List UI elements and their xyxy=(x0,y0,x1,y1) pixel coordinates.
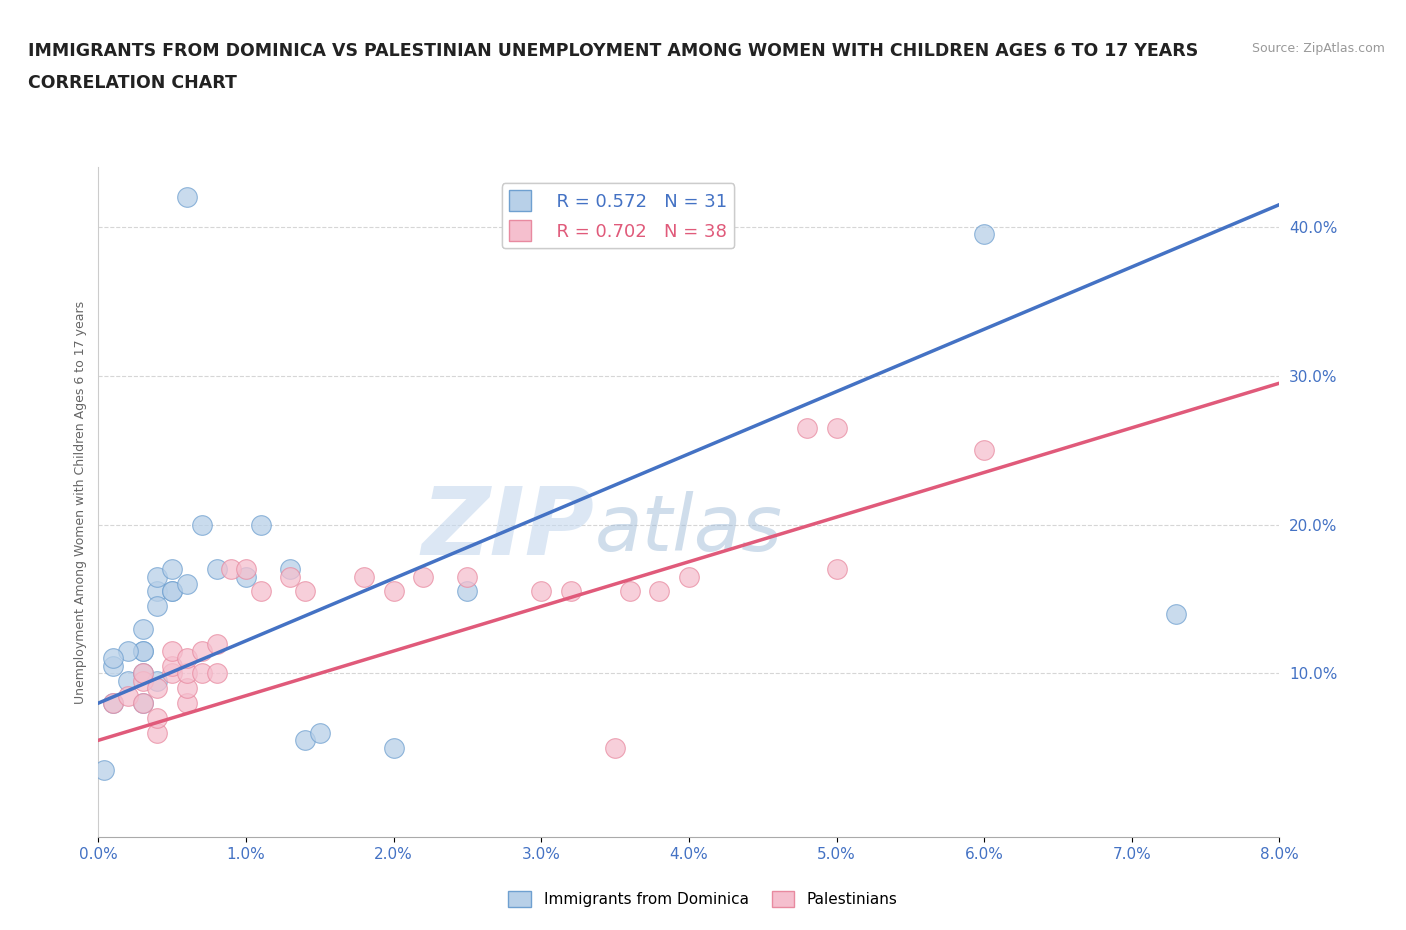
Point xyxy=(825,562,848,577)
Point xyxy=(146,569,169,584)
Point xyxy=(176,696,198,711)
Point xyxy=(294,733,316,748)
Point xyxy=(605,740,627,755)
Point xyxy=(382,584,405,599)
Point xyxy=(235,562,257,577)
Point xyxy=(1164,606,1187,621)
Point xyxy=(132,644,155,658)
Point xyxy=(132,666,155,681)
Point xyxy=(132,666,155,681)
Point xyxy=(146,584,169,599)
Point xyxy=(250,517,273,532)
Point xyxy=(250,584,273,599)
Point xyxy=(294,584,316,599)
Point xyxy=(162,584,183,599)
Point xyxy=(162,666,183,681)
Point xyxy=(412,569,434,584)
Point xyxy=(117,688,139,703)
Point xyxy=(132,696,155,711)
Point xyxy=(93,763,115,777)
Text: ZIP: ZIP xyxy=(422,483,595,575)
Point xyxy=(219,562,242,577)
Legend:   R = 0.572   N = 31,   R = 0.702   N = 38: R = 0.572 N = 31, R = 0.702 N = 38 xyxy=(502,183,734,248)
Point xyxy=(205,562,228,577)
Point xyxy=(132,696,155,711)
Point xyxy=(235,569,257,584)
Text: Source: ZipAtlas.com: Source: ZipAtlas.com xyxy=(1251,42,1385,55)
Point xyxy=(678,569,700,584)
Point xyxy=(382,740,405,755)
Point xyxy=(176,666,198,681)
Point xyxy=(176,577,198,591)
Point xyxy=(103,658,124,673)
Point xyxy=(205,666,228,681)
Point xyxy=(973,227,995,242)
Point xyxy=(648,584,671,599)
Point xyxy=(162,584,183,599)
Point xyxy=(456,569,478,584)
Point xyxy=(278,569,301,584)
Point xyxy=(146,599,169,614)
Point xyxy=(205,636,228,651)
Point xyxy=(162,658,183,673)
Point xyxy=(146,711,169,725)
Point xyxy=(560,584,582,599)
Y-axis label: Unemployment Among Women with Children Ages 6 to 17 years: Unemployment Among Women with Children A… xyxy=(75,300,87,704)
Point xyxy=(162,562,183,577)
Point xyxy=(191,644,214,658)
Point xyxy=(103,651,124,666)
Point xyxy=(103,696,124,711)
Point xyxy=(103,696,124,711)
Point xyxy=(191,517,214,532)
Point xyxy=(162,644,183,658)
Point xyxy=(146,725,169,740)
Point xyxy=(132,673,155,688)
Point xyxy=(278,562,301,577)
Point xyxy=(353,569,375,584)
Point xyxy=(132,621,155,636)
Point xyxy=(191,666,214,681)
Point xyxy=(117,644,139,658)
Point xyxy=(825,420,848,435)
Point xyxy=(176,651,198,666)
Point xyxy=(132,644,155,658)
Point xyxy=(176,190,198,205)
Point xyxy=(146,681,169,696)
Point xyxy=(117,673,139,688)
Text: IMMIGRANTS FROM DOMINICA VS PALESTINIAN UNEMPLOYMENT AMONG WOMEN WITH CHILDREN A: IMMIGRANTS FROM DOMINICA VS PALESTINIAN … xyxy=(28,42,1198,60)
Point xyxy=(176,681,198,696)
Point xyxy=(456,584,478,599)
Text: CORRELATION CHART: CORRELATION CHART xyxy=(28,74,238,92)
Point xyxy=(619,584,641,599)
Point xyxy=(146,673,169,688)
Text: atlas: atlas xyxy=(595,491,782,567)
Point xyxy=(973,443,995,458)
Point xyxy=(530,584,553,599)
Point xyxy=(308,725,332,740)
Legend: Immigrants from Dominica, Palestinians: Immigrants from Dominica, Palestinians xyxy=(502,884,904,913)
Point xyxy=(796,420,818,435)
